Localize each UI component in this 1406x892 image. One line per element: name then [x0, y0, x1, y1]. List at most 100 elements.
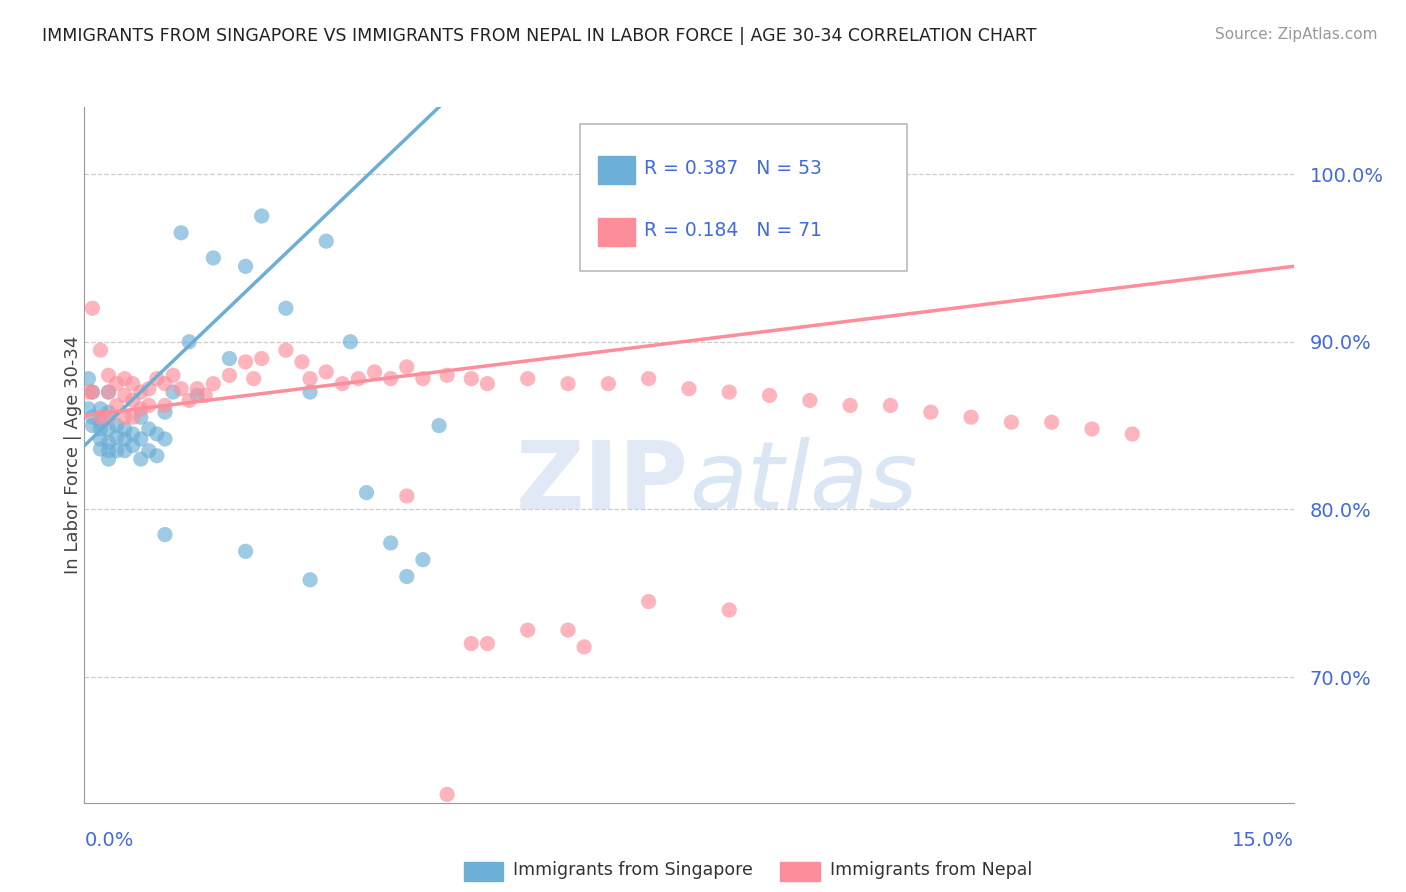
Point: [121, 410, 143, 425]
Point: [460, 371, 482, 385]
Point: [436, 368, 458, 383]
Point: [637, 371, 659, 385]
Point: [179, 334, 201, 349]
Point: [97, 368, 120, 383]
Point: [105, 443, 128, 458]
Point: [129, 432, 152, 446]
Point: [347, 371, 370, 385]
Point: [202, 376, 225, 391]
Point: [121, 376, 143, 391]
Point: [138, 382, 160, 396]
Point: [89, 432, 111, 446]
Point: [138, 443, 160, 458]
Point: [395, 569, 418, 583]
Point: [250, 209, 273, 223]
Point: [1000, 415, 1022, 429]
Point: [114, 432, 136, 446]
Point: [146, 449, 169, 463]
Point: [572, 640, 595, 654]
Point: [1081, 422, 1104, 436]
Point: [170, 382, 193, 396]
Point: [162, 385, 184, 400]
Point: [121, 427, 143, 442]
Point: [299, 573, 322, 587]
Point: [315, 234, 337, 248]
Point: [380, 371, 402, 385]
Point: [129, 385, 152, 400]
Point: [114, 410, 136, 425]
Point: [82, 301, 104, 316]
Text: ZIP: ZIP: [516, 437, 689, 529]
Text: atlas: atlas: [689, 437, 917, 528]
Point: [598, 376, 620, 391]
Text: 0.0%: 0.0%: [84, 830, 134, 850]
Point: [718, 603, 741, 617]
Point: [89, 415, 111, 429]
Point: [179, 393, 201, 408]
Point: [153, 399, 176, 413]
Point: [380, 536, 402, 550]
Point: [129, 401, 152, 416]
Point: [299, 371, 322, 385]
Point: [412, 371, 434, 385]
Point: [89, 442, 111, 456]
Point: [105, 430, 128, 444]
Point: [114, 388, 136, 402]
Point: [82, 385, 104, 400]
Point: [105, 376, 128, 391]
Point: [146, 371, 169, 385]
Point: [82, 410, 104, 425]
Point: [678, 382, 700, 396]
Point: [77, 371, 100, 385]
Point: [138, 399, 160, 413]
Y-axis label: In Labor Force | Age 30-34: In Labor Force | Age 30-34: [65, 335, 82, 574]
Point: [427, 418, 450, 433]
Point: [97, 385, 120, 400]
Text: R = 0.387   N = 53: R = 0.387 N = 53: [644, 159, 823, 178]
Point: [186, 382, 208, 396]
Point: [202, 251, 225, 265]
Point: [718, 385, 741, 400]
Point: [291, 355, 314, 369]
Point: [460, 636, 482, 650]
Point: [105, 418, 128, 433]
Point: [162, 368, 184, 383]
Point: [395, 489, 418, 503]
Point: [412, 552, 434, 566]
Point: [395, 359, 418, 374]
Point: [97, 410, 120, 425]
Point: [146, 427, 169, 442]
Point: [97, 452, 120, 467]
Point: [274, 301, 297, 316]
Point: [299, 385, 322, 400]
Point: [89, 410, 111, 425]
Point: [82, 418, 104, 433]
Point: [89, 343, 111, 358]
Point: [477, 636, 499, 650]
Point: [138, 422, 160, 436]
Point: [105, 399, 128, 413]
Point: [839, 399, 862, 413]
Point: [363, 365, 385, 379]
Point: [242, 371, 264, 385]
Text: Immigrants from Nepal: Immigrants from Nepal: [830, 861, 1032, 879]
Point: [153, 527, 176, 541]
Point: [153, 405, 176, 419]
Text: R = 0.184   N = 71: R = 0.184 N = 71: [644, 221, 823, 240]
Point: [114, 371, 136, 385]
Point: [637, 594, 659, 608]
Point: [77, 401, 100, 416]
Point: [1121, 427, 1143, 442]
Point: [315, 365, 337, 379]
Point: [235, 260, 257, 274]
Point: [274, 343, 297, 358]
Point: [477, 376, 499, 391]
Point: [250, 351, 273, 366]
Point: [97, 435, 120, 450]
Point: [89, 422, 111, 436]
Point: [436, 788, 458, 802]
Text: Source: ZipAtlas.com: Source: ZipAtlas.com: [1215, 27, 1378, 42]
FancyBboxPatch shape: [581, 124, 907, 270]
Point: [170, 226, 193, 240]
Text: IMMIGRANTS FROM SINGAPORE VS IMMIGRANTS FROM NEPAL IN LABOR FORCE | AGE 30-34 CO: IMMIGRANTS FROM SINGAPORE VS IMMIGRANTS …: [42, 27, 1036, 45]
